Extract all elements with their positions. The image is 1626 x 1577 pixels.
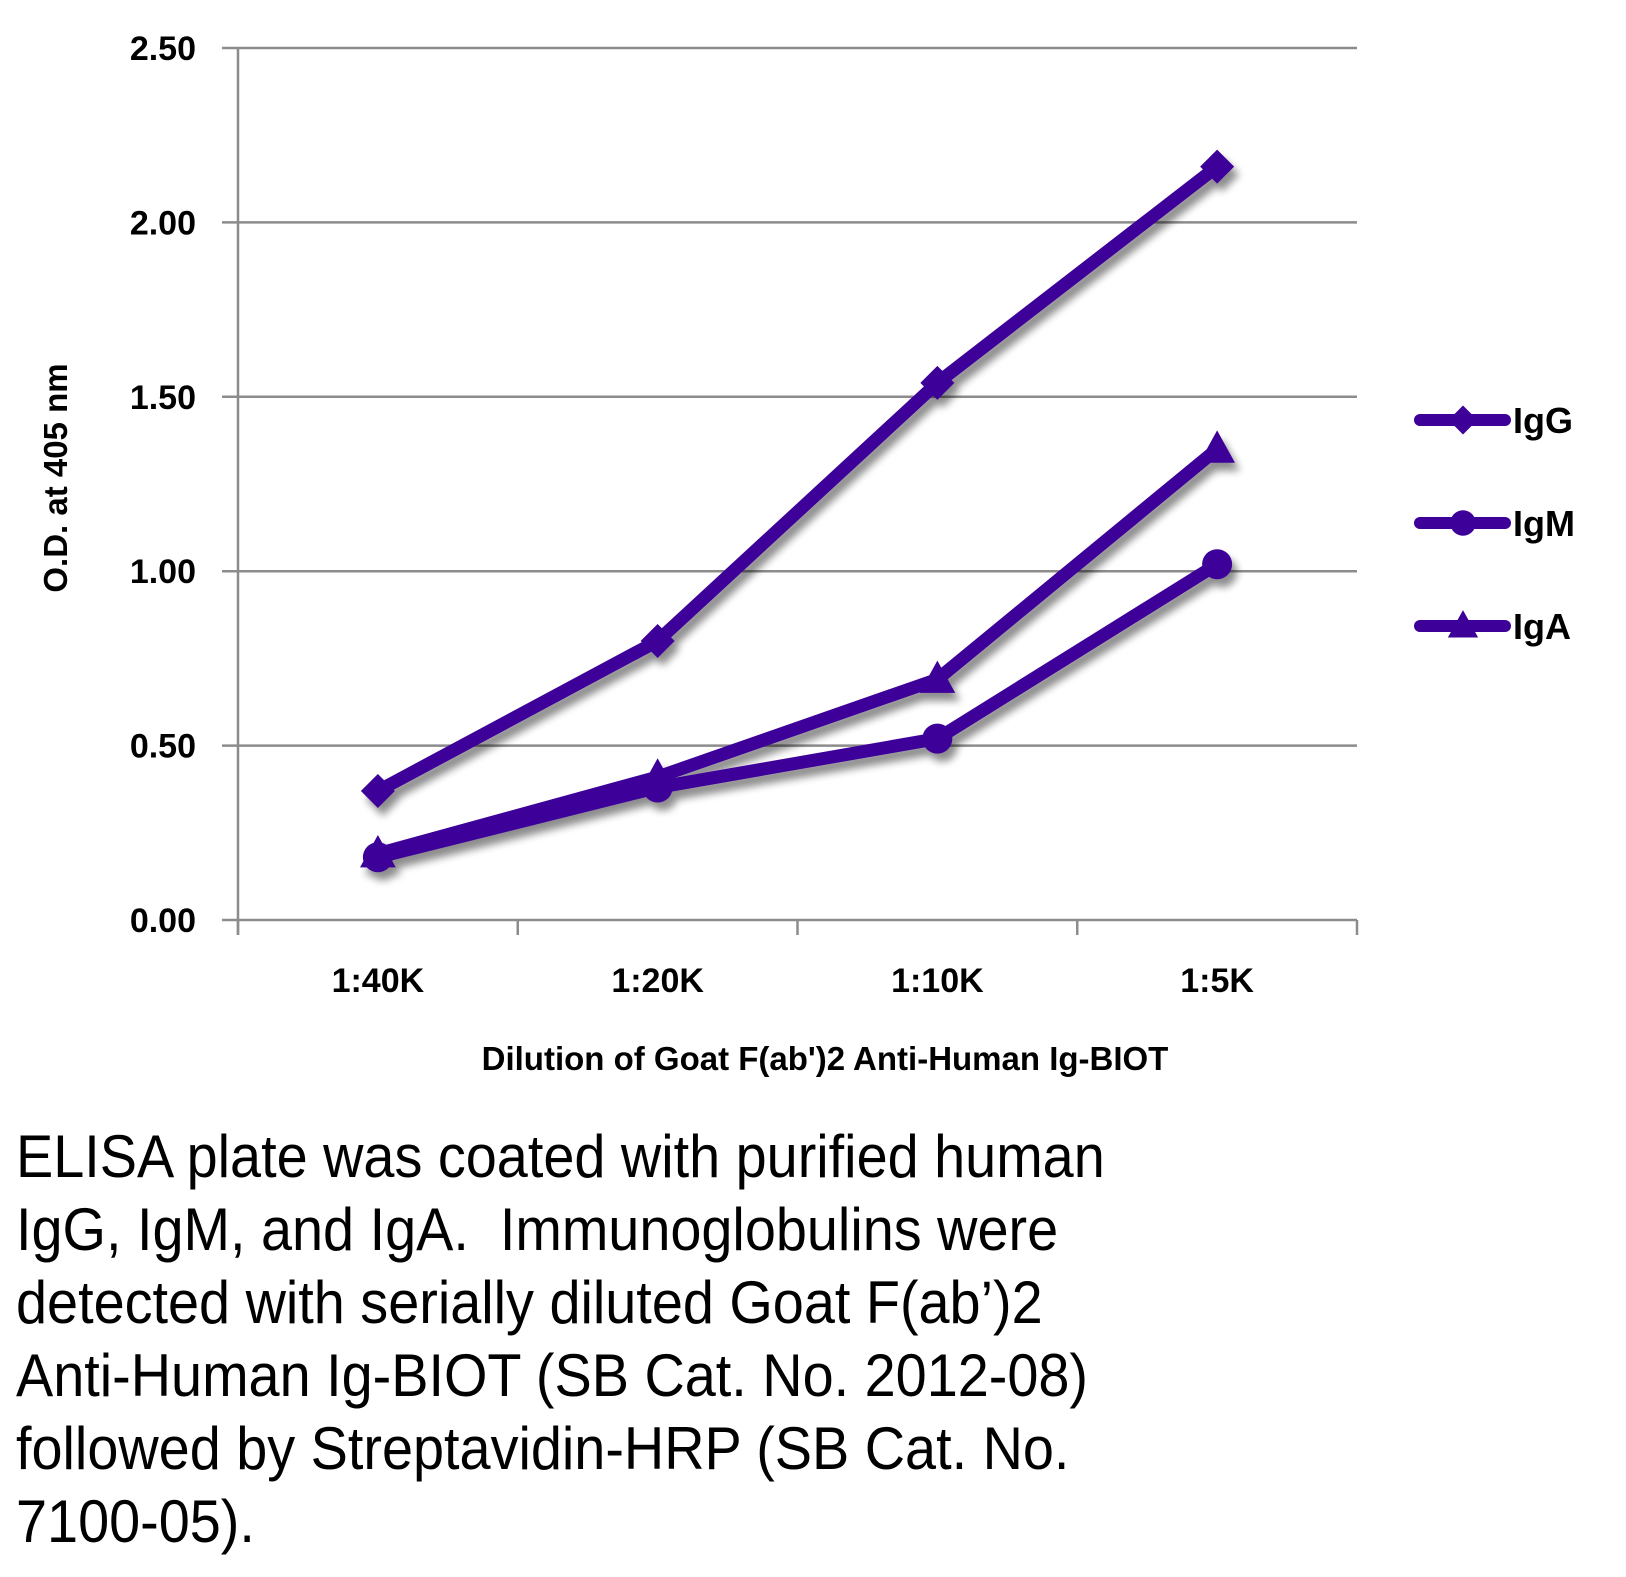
series-line — [371, 557, 1224, 864]
marker-diamond — [360, 773, 395, 808]
series-line — [371, 160, 1224, 798]
caption-line: IgG, IgM, and IgA. Immunoglobulins were — [16, 1196, 1059, 1263]
marker-triangle — [360, 835, 396, 868]
x-tick-label: 1:5K — [1180, 962, 1254, 1000]
y-tick-label: 0.00 — [130, 902, 196, 940]
y-tick-label: 1.00 — [130, 553, 196, 591]
series-igg — [360, 149, 1235, 808]
elisa-line-chart: 0.00 0.50 1.00 1.50 2.00 2.50 1:40K 1:20K 1:10K… — [37, 30, 1575, 1077]
x-tick-labels: 1:40K 1:20K 1:10K 1:5K — [332, 962, 1255, 1000]
y-tick-label: 1.50 — [130, 379, 196, 417]
y-axis-title: O.D. at 405 nm — [37, 363, 74, 592]
legend-item-iga: IgA — [1414, 606, 1571, 647]
marker-diamond — [1448, 405, 1478, 435]
y-tick-label: 2.00 — [130, 204, 196, 242]
x-tick-label: 1:40K — [332, 962, 425, 1000]
legend: IgG IgM IgA — [1414, 400, 1575, 647]
series-group — [360, 149, 1235, 873]
marker-triangle — [1199, 430, 1235, 463]
x-tick-label: 1:10K — [891, 962, 984, 1000]
legend-label: IgM — [1513, 503, 1575, 544]
y-tick-label: 0.50 — [130, 728, 196, 766]
marker-diamond — [920, 365, 955, 400]
caption-line: 7100-05). — [16, 1488, 255, 1555]
marker-circle — [922, 723, 953, 754]
legend-item-igm: IgM — [1414, 503, 1575, 544]
caption-line: detected with serially diluted Goat F(ab… — [16, 1269, 1043, 1336]
series-line — [371, 442, 1224, 861]
legend-label: IgA — [1513, 606, 1571, 647]
legend-item-igg: IgG — [1414, 400, 1573, 441]
caption-line: followed by Streptavidin-HRP (SB Cat. No… — [16, 1415, 1070, 1482]
marker-triangle — [1447, 610, 1479, 638]
marker-circle — [1202, 549, 1233, 580]
marker-triangle — [919, 660, 956, 693]
gridlines — [222, 46, 1357, 922]
axes — [236, 48, 1359, 935]
figure-caption: ELISA plate was coated with purified hum… — [16, 1120, 1318, 1558]
marker-diamond — [640, 623, 675, 658]
x-tick-label: 1:20K — [611, 962, 704, 1000]
series-iga — [360, 430, 1235, 868]
marker-diamond — [1200, 149, 1235, 184]
caption-line: Anti-Human Ig-BIOT (SB Cat. No. 2012-08) — [16, 1342, 1088, 1409]
x-axis-title: Dilution of Goat F(ab')2 Anti-Human Ig-B… — [482, 1040, 1169, 1077]
marker-circle — [1450, 510, 1476, 536]
legend-label: IgG — [1513, 400, 1573, 441]
marker-triangle — [639, 758, 676, 791]
y-tick-labels: 0.00 0.50 1.00 1.50 2.00 2.50 — [130, 30, 196, 940]
y-tick-label: 2.50 — [130, 30, 196, 68]
caption-line: ELISA plate was coated with purified hum… — [16, 1123, 1105, 1190]
